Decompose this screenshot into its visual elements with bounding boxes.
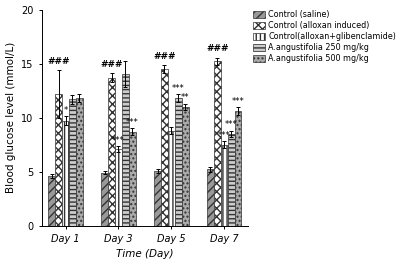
Bar [101, 173, 108, 226]
Bar [234, 111, 241, 226]
Bar [69, 99, 76, 226]
Bar [122, 74, 129, 226]
X-axis label: Time (Day): Time (Day) [116, 249, 174, 259]
Bar [228, 134, 234, 226]
Bar [214, 61, 221, 226]
Bar [182, 107, 188, 226]
Bar [154, 171, 161, 226]
Text: ***: *** [112, 136, 125, 144]
Bar [55, 94, 62, 226]
Y-axis label: Blood glucose level (mmol/L): Blood glucose level (mmol/L) [6, 42, 16, 193]
Bar [207, 169, 214, 226]
Text: ***: *** [218, 131, 230, 140]
Text: ***: *** [232, 97, 244, 106]
Bar [62, 121, 69, 226]
Text: ***: *** [126, 118, 138, 127]
Bar [175, 98, 182, 226]
Text: ###: ### [206, 44, 228, 53]
Bar [129, 132, 136, 226]
Bar [168, 131, 175, 226]
Bar [108, 78, 115, 226]
Bar [76, 98, 83, 226]
Legend: Control (saline), Control (alloxan induced), Control(alloxan+glibenclamide), A.a: Control (saline), Control (alloxan induc… [252, 9, 397, 64]
Text: *: * [64, 106, 68, 115]
Text: ***: *** [172, 84, 184, 93]
Text: ###: ### [100, 60, 123, 69]
Text: **: ** [181, 94, 189, 103]
Text: ###: ### [48, 57, 70, 66]
Bar [48, 176, 55, 226]
Bar [115, 149, 122, 226]
Text: ***: *** [225, 120, 238, 129]
Text: ###: ### [153, 52, 176, 61]
Bar [161, 69, 168, 226]
Bar [221, 144, 228, 226]
